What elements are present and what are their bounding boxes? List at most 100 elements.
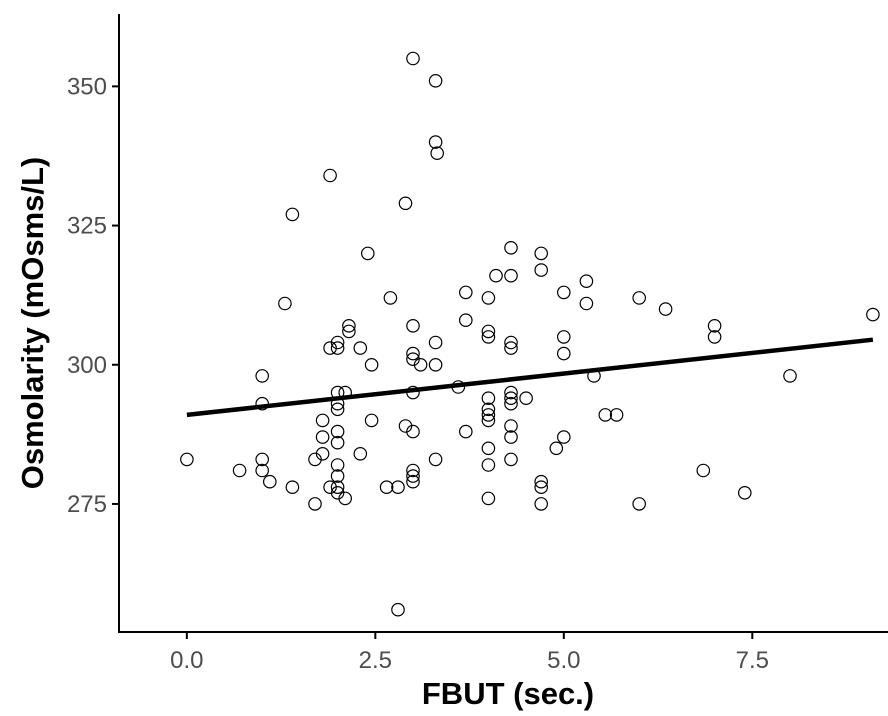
- data-point: [430, 146, 444, 160]
- data-point: [330, 435, 345, 450]
- data-point: [255, 369, 269, 383]
- x-tick-label: 7.5: [736, 647, 769, 674]
- data-point: [262, 474, 277, 489]
- data-point: [428, 74, 443, 88]
- x-tick-label: 2.5: [359, 647, 392, 674]
- data-point: [481, 291, 496, 305]
- data-point: [406, 51, 420, 66]
- data-point: [315, 430, 330, 444]
- data-point: [534, 497, 548, 511]
- data-point: [556, 330, 571, 344]
- data-point: [255, 463, 269, 478]
- data-point: [428, 357, 443, 372]
- data-point: [481, 330, 496, 344]
- data-point: [391, 480, 405, 494]
- data-point: [556, 346, 571, 361]
- data-point: [364, 357, 379, 372]
- data-point: [579, 296, 594, 311]
- data-point: [391, 602, 405, 617]
- x-tick-label: 5.0: [547, 647, 580, 674]
- data-point: [383, 291, 398, 305]
- data-point: [458, 313, 473, 327]
- data-point: [458, 285, 473, 300]
- y-tick-label: 300: [67, 352, 107, 379]
- ticks: 275 300 325 350 0.0 2.5 5.0 7.5: [67, 73, 769, 674]
- data-point: [180, 452, 194, 467]
- data-point: [866, 307, 880, 322]
- data-point: [534, 263, 548, 277]
- data-point: [406, 463, 420, 478]
- data-point: [481, 402, 496, 417]
- data-point: [481, 391, 496, 405]
- data-point: [353, 341, 368, 355]
- x-tick-label: 0.0: [170, 647, 203, 674]
- data-point: [598, 408, 613, 422]
- data-point: [481, 441, 496, 456]
- data-point: [504, 241, 518, 255]
- data-point: [504, 341, 518, 355]
- data-point: [696, 463, 711, 478]
- data-point: [330, 335, 345, 350]
- y-tick-label: 325: [67, 213, 107, 240]
- x-axis-title: FBUT (sec.): [422, 676, 594, 711]
- data-point: [504, 430, 518, 444]
- data-point: [504, 335, 518, 350]
- data-point: [658, 302, 673, 316]
- data-point: [315, 413, 330, 428]
- data-point: [428, 135, 443, 149]
- data-point: [364, 413, 379, 428]
- data-point: [330, 480, 345, 494]
- data-point: [406, 318, 420, 333]
- data-point: [737, 485, 752, 500]
- data-point: [323, 168, 337, 183]
- data-points: [180, 51, 880, 617]
- data-point: [504, 391, 518, 405]
- data-point: [406, 469, 420, 483]
- data-point: [342, 324, 356, 339]
- trend-line: [186, 337, 874, 418]
- data-point: [342, 318, 356, 333]
- data-point: [504, 385, 518, 400]
- data-point: [504, 268, 518, 283]
- data-point: [534, 474, 548, 489]
- data-point: [481, 408, 496, 422]
- data-point: [330, 341, 345, 355]
- data-point: [481, 324, 496, 339]
- y-tick-label: 350: [67, 73, 107, 100]
- data-point: [534, 480, 548, 494]
- data-point: [504, 419, 518, 433]
- trend-line-layer: [186, 337, 874, 418]
- data-point: [632, 291, 646, 305]
- data-point: [534, 246, 548, 261]
- data-point: [428, 452, 443, 467]
- data-point: [398, 196, 413, 211]
- data-point: [609, 408, 624, 422]
- data-point: [458, 424, 473, 439]
- data-point: [232, 463, 247, 478]
- data-point: [379, 480, 394, 494]
- data-point: [285, 207, 300, 222]
- data-point: [504, 396, 518, 411]
- data-point: [406, 346, 420, 361]
- data-point: [504, 452, 518, 467]
- data-point: [579, 274, 594, 288]
- data-point: [413, 357, 428, 372]
- data-point: [278, 296, 292, 311]
- data-point: [338, 491, 352, 506]
- data-point: [783, 369, 797, 383]
- data-point: [481, 491, 496, 506]
- y-axis-title: Osmolarity (mOsms/L): [15, 157, 50, 489]
- data-point: [549, 441, 564, 456]
- data-point: [330, 469, 345, 483]
- data-point: [428, 335, 443, 350]
- data-point: [406, 474, 420, 489]
- y-tick-label: 275: [67, 491, 107, 518]
- data-point: [308, 497, 322, 511]
- data-point: [315, 446, 330, 461]
- data-point: [255, 452, 269, 467]
- data-point: [481, 413, 496, 428]
- data-point: [330, 424, 345, 439]
- data-point: [481, 458, 496, 472]
- data-point: [707, 318, 722, 333]
